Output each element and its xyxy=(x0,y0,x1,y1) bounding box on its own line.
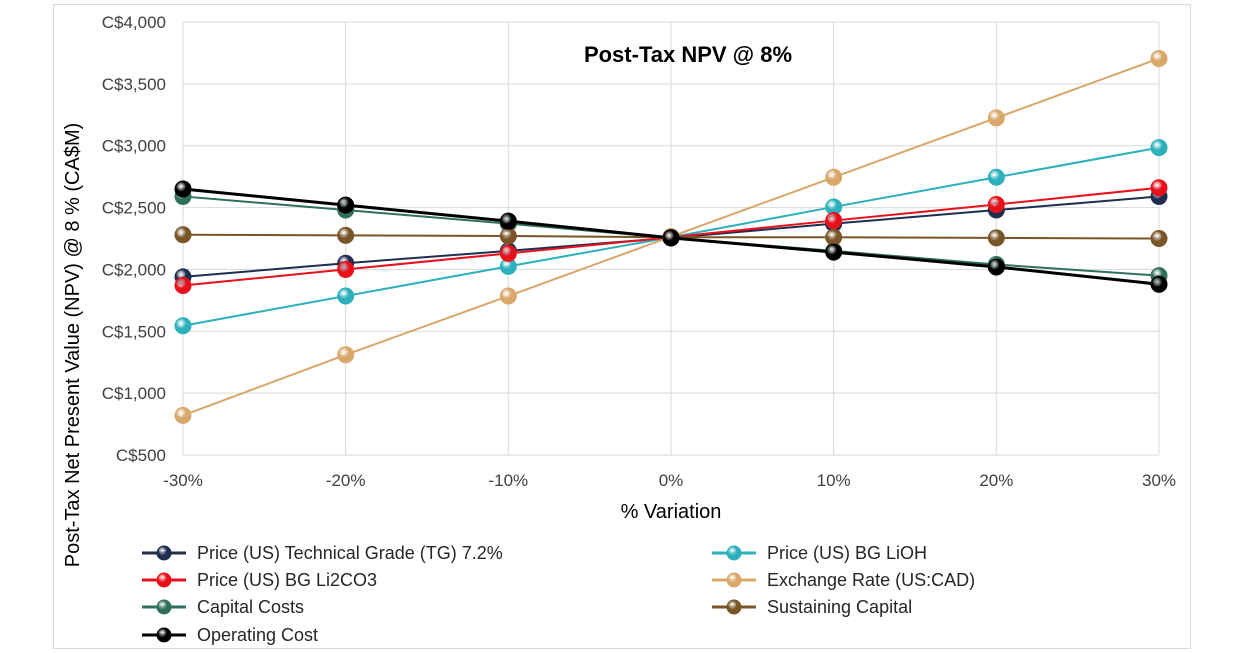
data-point-sustaining-capital xyxy=(499,227,517,245)
data-point-price-us-bg-lioh xyxy=(337,287,355,305)
legend-swatch-marker xyxy=(726,545,742,561)
legend-item-capital-costs: Capital Costs xyxy=(142,597,304,617)
data-point-price-us-bg-li2co3 xyxy=(1150,179,1168,197)
legend-swatch-marker xyxy=(726,599,742,615)
legend-item-exchange-rate-us-cad: Exchange Rate (US:CAD) xyxy=(712,570,975,590)
data-point-price-us-bg-lioh xyxy=(1150,139,1168,157)
data-point-operating-cost xyxy=(662,229,680,247)
legend-label: Exchange Rate (US:CAD) xyxy=(767,570,975,590)
data-point-price-us-bg-li2co3 xyxy=(499,244,517,262)
legend-item-sustaining-capital: Sustaining Capital xyxy=(712,597,912,617)
x-tick-label: -10% xyxy=(488,471,528,490)
chart-frame xyxy=(53,4,1191,649)
data-point-price-us-bg-li2co3 xyxy=(825,212,843,230)
y-tick-label: C$2,000 xyxy=(102,260,166,279)
legend-swatch-marker xyxy=(156,545,172,561)
data-point-sustaining-capital xyxy=(174,226,192,244)
y-tick-label: C$3,000 xyxy=(102,137,166,156)
data-point-exchange-rate-us-cad xyxy=(1150,49,1168,67)
legend-label: Operating Cost xyxy=(197,625,318,645)
legend-item-price-us-bg-li2co3: Price (US) BG Li2CO3 xyxy=(142,570,377,590)
y-tick-label: C$4,000 xyxy=(102,13,166,32)
y-tick-label: C$3,500 xyxy=(102,75,166,94)
data-point-price-us-bg-lioh xyxy=(174,317,192,335)
legend-item-price-us-technical-grade-tg-7-2: Price (US) Technical Grade (TG) 7.2% xyxy=(142,543,503,563)
legend-swatch-marker xyxy=(156,599,172,615)
data-point-exchange-rate-us-cad xyxy=(174,406,192,424)
legend-item-operating-cost: Operating Cost xyxy=(142,625,318,645)
legend-label: Price (US) BG Li2CO3 xyxy=(197,570,377,590)
axes: C$500 C$1,000 C$1,500 C$2,000 C$2,500 C$3,000… xyxy=(102,13,1176,490)
x-tick-label: 0% xyxy=(659,471,684,490)
data-point-sustaining-capital xyxy=(1150,230,1168,247)
data-point-exchange-rate-us-cad xyxy=(337,346,355,364)
data-point-price-us-bg-li2co3 xyxy=(987,195,1005,213)
data-point-price-us-bg-li2co3 xyxy=(337,260,355,278)
legend-label: Price (US) Technical Grade (TG) 7.2% xyxy=(197,543,503,563)
data-point-operating-cost xyxy=(987,258,1005,276)
chart-title: Post-Tax NPV @ 8% xyxy=(584,42,792,67)
data-point-operating-cost xyxy=(1150,275,1168,293)
legend-item-price-us-bg-lioh: Price (US) BG LiOH xyxy=(712,543,927,563)
legend-label: Price (US) BG LiOH xyxy=(767,543,927,563)
data-point-exchange-rate-us-cad xyxy=(499,287,517,305)
data-point-exchange-rate-us-cad xyxy=(987,109,1005,127)
data-point-sustaining-capital xyxy=(337,226,355,244)
x-tick-label: -30% xyxy=(163,471,203,490)
legend-swatch-marker xyxy=(726,572,742,588)
series-markers xyxy=(174,49,1168,424)
x-axis-title: % Variation xyxy=(621,501,722,523)
legend-label: Capital Costs xyxy=(197,597,304,617)
legend-label: Sustaining Capital xyxy=(767,597,912,617)
legend: Price (US) Technical Grade (TG) 7.2% Pric… xyxy=(142,543,975,645)
y-tick-label: C$1,500 xyxy=(102,322,166,341)
y-tick-label: C$1,000 xyxy=(102,384,166,403)
x-tick-label: 20% xyxy=(979,471,1013,490)
y-tick-label: C$2,500 xyxy=(102,199,166,218)
x-tick-label: -20% xyxy=(326,471,366,490)
data-point-operating-cost xyxy=(174,180,192,198)
x-tick-label: 30% xyxy=(1142,471,1176,490)
data-point-sustaining-capital xyxy=(825,228,843,246)
data-point-price-us-bg-li2co3 xyxy=(174,277,192,295)
data-point-sustaining-capital xyxy=(987,229,1005,247)
x-tick-label: 10% xyxy=(817,471,851,490)
y-axis-title: Post-Tax Net Present Value (NPV) @ 8 % (… xyxy=(62,123,84,568)
data-point-exchange-rate-us-cad xyxy=(825,168,843,186)
data-point-price-us-bg-lioh xyxy=(987,168,1005,186)
data-point-operating-cost xyxy=(337,196,355,214)
data-point-operating-cost xyxy=(825,243,843,261)
legend-swatch-marker xyxy=(156,572,172,588)
legend-swatch-marker xyxy=(156,627,172,643)
y-tick-label: C$500 xyxy=(116,446,166,465)
data-point-operating-cost xyxy=(499,212,517,230)
